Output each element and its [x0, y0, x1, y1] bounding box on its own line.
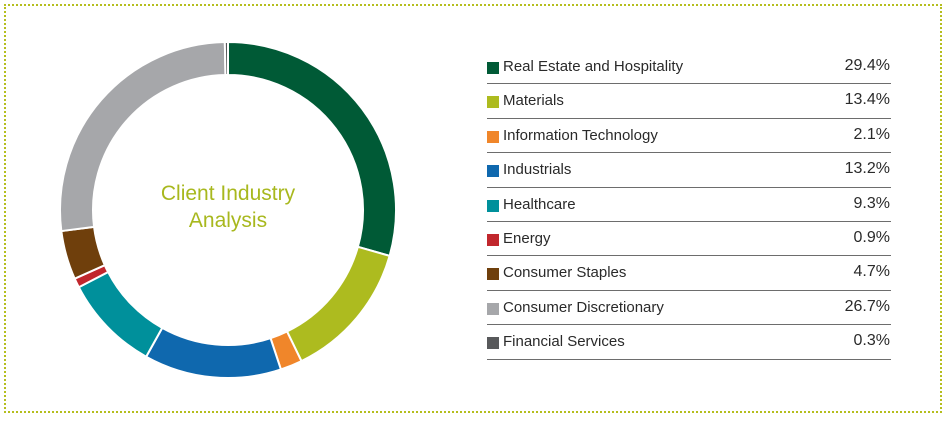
legend-swatch — [487, 96, 499, 109]
dotted-frame — [4, 4, 942, 413]
legend-swatch — [487, 268, 499, 281]
legend-swatch — [487, 130, 499, 143]
legend-item-consumer-staples: Consumer Staples 4.7% — [487, 256, 891, 291]
donut-slice-financial-services — [223, 40, 229, 77]
legend-label: Industrials — [503, 161, 572, 179]
legend-label: Real Estate and Hospitality — [503, 58, 684, 75]
legend-swatch — [487, 62, 499, 74]
legend-label: Energy — [503, 229, 551, 247]
legend-label: Materials — [503, 92, 564, 110]
legend-label: Consumer Staples — [503, 264, 627, 282]
chart-title-line-2: Analysis — [188, 209, 268, 232]
legend-item-healthcare: Healthcare 9.3% — [487, 188, 891, 222]
legend-item-financial-services: Financial Services 0.3% — [487, 325, 891, 360]
legend-item-consumer-discretionary: Consumer Discretionary 26.7% — [487, 291, 891, 326]
legend-value: 26.7% — [844, 297, 890, 315]
legend-value: 0.3% — [853, 332, 890, 350]
legend-item-information-technology: Information Technology 2.1% — [487, 119, 891, 154]
legend-swatch — [487, 302, 499, 315]
donut-chart — [59, 40, 397, 379]
legend-label: Information Technology — [503, 126, 658, 144]
legend: Real Estate and Hospitality 29.4% Material… — [487, 50, 891, 360]
legend-swatch — [487, 233, 499, 246]
chart-title: Client Industry Analysis — [120, 180, 336, 234]
legend-value: 13.4% — [844, 91, 890, 109]
legend-value: 2.1% — [853, 125, 890, 143]
donut-slice-healthcare — [77, 270, 164, 359]
donut-slice-materials — [285, 245, 391, 363]
legend-value: 29.4% — [844, 57, 890, 74]
chart-title-line-1: Client Industry — [160, 182, 296, 205]
legend-value: 13.2% — [844, 160, 890, 178]
donut-slice-industrials — [144, 326, 283, 379]
legend-swatch — [487, 337, 499, 350]
legend-swatch — [487, 199, 499, 212]
legend-value: 9.3% — [853, 194, 890, 212]
legend-item-industrials: Industrials 13.2% — [487, 153, 891, 188]
legend-label: Healthcare — [503, 195, 576, 213]
legend-item-real-estate-and-hospitality: Real Estate and Hospitality 29.4% — [487, 50, 891, 85]
legend-label: Consumer Discretionary — [503, 298, 664, 316]
legend-value: 4.7% — [853, 263, 890, 281]
legend-label: Financial Services — [503, 333, 625, 351]
legend-item-energy: Energy 0.9% — [487, 222, 891, 257]
legend-swatch — [487, 165, 499, 178]
legend-value: 0.9% — [853, 228, 890, 246]
legend-item-materials: Materials 13.4% — [487, 84, 891, 119]
